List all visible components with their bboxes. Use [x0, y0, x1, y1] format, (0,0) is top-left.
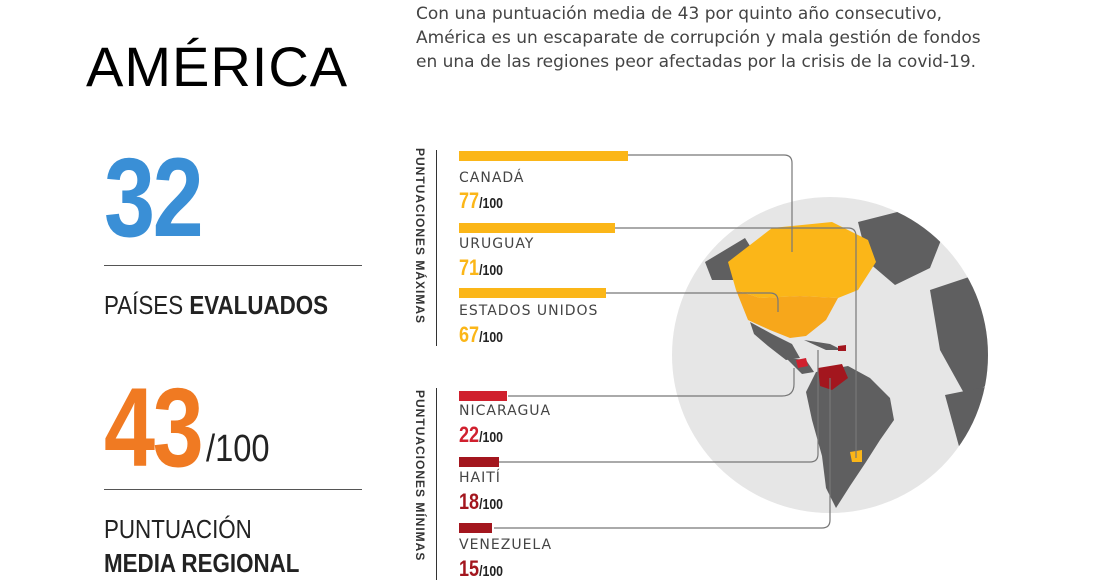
greenland: [858, 210, 945, 285]
south-america: [806, 366, 894, 508]
region-title: AMÉRICA: [86, 35, 349, 98]
score-canada: 77/100: [459, 188, 503, 214]
nicaragua: [796, 358, 808, 368]
country-name-canada: CANADÁ: [459, 170, 525, 186]
caribbean: [804, 340, 842, 350]
score-value: 18: [459, 489, 480, 514]
score-united-states: 67/100: [459, 322, 503, 348]
score-bar-uruguay: [459, 223, 615, 233]
venezuela: [818, 364, 848, 390]
countries-count: 32: [104, 135, 204, 260]
score-venezuela: 15/100: [459, 556, 503, 582]
connector-canada: [628, 154, 793, 252]
score-denominator: /100: [479, 496, 504, 513]
score-nicaragua: 22/100: [459, 422, 503, 448]
average-score-denominator: /100: [206, 428, 270, 470]
united-states: [736, 290, 838, 338]
score-denominator: /100: [479, 329, 504, 346]
average-score: 43: [104, 365, 204, 490]
score-haiti: 18/100: [459, 489, 503, 515]
score-bar-canada: [459, 151, 628, 161]
intro-paragraph: Con una puntuación media de 43 por quint…: [416, 2, 1016, 74]
countries-label: PAÍSES EVALUADOS: [104, 288, 328, 322]
score-denominator: /100: [479, 195, 504, 212]
countries-label-emphasis: EVALUADOS: [189, 290, 329, 320]
score-bar-united-states: [459, 288, 606, 298]
min-group-line: [436, 388, 437, 580]
divider: [104, 489, 362, 490]
haiti: [838, 345, 846, 351]
max-group-line: [436, 150, 437, 346]
country-name-venezuela: VENEZUELA: [459, 537, 553, 553]
score-denominator: /100: [479, 563, 504, 580]
connector-venezuela: [494, 378, 831, 529]
score-value: 71: [459, 255, 480, 280]
average-label: PUNTUACIÓN MEDIA REGIONAL: [104, 512, 299, 580]
score-denominator: /100: [479, 429, 504, 446]
landmasses: [705, 210, 988, 508]
score-bar-haiti: [459, 457, 499, 467]
country-name-haiti: HAITÍ: [459, 470, 501, 486]
average-label-line2: MEDIA REGIONAL: [104, 548, 300, 578]
score-bars: [459, 151, 628, 533]
score-value: 22: [459, 422, 480, 447]
country-name-united-states: ESTADOS UNIDOS: [459, 303, 599, 319]
score-bar-nicaragua: [459, 391, 507, 401]
intro-line: Con una puntuación media de 43 por quint…: [416, 4, 943, 24]
divider: [104, 265, 362, 266]
score-denominator: /100: [479, 262, 504, 279]
intro-line: en una de las regiones peor afectadas po…: [416, 52, 977, 72]
score-uruguay: 71/100: [459, 255, 503, 281]
score-value: 77: [459, 188, 480, 213]
countries-label-prefix: PAÍSES: [104, 290, 190, 320]
connector-united-states: [606, 292, 779, 312]
connector-lines: [494, 154, 857, 529]
connector-haiti: [498, 350, 819, 463]
max-scores-label: PUNTUACIONES MÁXIMAS: [413, 148, 427, 325]
score-value: 67: [459, 322, 480, 347]
canada: [728, 222, 876, 298]
connector-nicaragua: [508, 368, 795, 397]
connector-uruguay: [614, 227, 857, 458]
min-scores-label: PUNTUACIONES MÍNIMAS: [413, 390, 427, 562]
average-label-line1: PUNTUACIÓN: [104, 514, 252, 544]
intro-line: América es un escaparate de corrupción y…: [416, 28, 981, 48]
score-bar-venezuela: [459, 523, 492, 533]
score-value: 15: [459, 556, 480, 581]
country-name-nicaragua: NICARAGUA: [459, 403, 552, 419]
country-name-uruguay: URUGUAY: [459, 236, 535, 252]
mexico: [750, 322, 800, 360]
